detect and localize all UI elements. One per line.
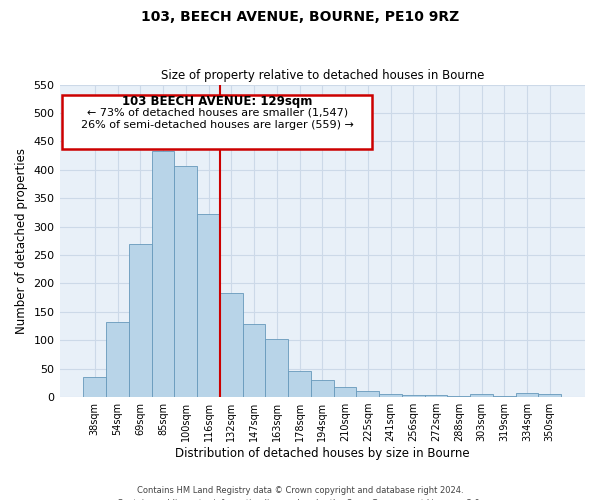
Text: 26% of semi-detached houses are larger (559) →: 26% of semi-detached houses are larger (… bbox=[81, 120, 353, 130]
Bar bbox=[197, 214, 220, 397]
Text: ← 73% of detached houses are smaller (1,547): ← 73% of detached houses are smaller (1,… bbox=[86, 108, 348, 118]
Y-axis label: Number of detached properties: Number of detached properties bbox=[15, 148, 28, 334]
Bar bbox=[334, 387, 356, 397]
Bar bbox=[288, 371, 311, 397]
Bar bbox=[129, 244, 152, 397]
Bar bbox=[265, 338, 288, 397]
Bar bbox=[448, 396, 470, 397]
Bar bbox=[220, 292, 242, 397]
Text: 103, BEECH AVENUE, BOURNE, PE10 9RZ: 103, BEECH AVENUE, BOURNE, PE10 9RZ bbox=[141, 10, 459, 24]
Bar bbox=[470, 394, 493, 397]
Bar bbox=[379, 394, 402, 397]
Text: Contains HM Land Registry data © Crown copyright and database right 2024.: Contains HM Land Registry data © Crown c… bbox=[137, 486, 463, 495]
Bar bbox=[242, 324, 265, 397]
Bar bbox=[493, 396, 515, 397]
Bar bbox=[538, 394, 561, 397]
Bar bbox=[515, 393, 538, 397]
Text: Contains public sector information licensed under the Open Government Licence v3: Contains public sector information licen… bbox=[118, 498, 482, 500]
Bar bbox=[152, 151, 175, 397]
Bar bbox=[175, 166, 197, 397]
Bar bbox=[311, 380, 334, 397]
FancyBboxPatch shape bbox=[62, 96, 372, 148]
Bar bbox=[356, 392, 379, 397]
Bar bbox=[83, 377, 106, 397]
Title: Size of property relative to detached houses in Bourne: Size of property relative to detached ho… bbox=[161, 69, 484, 82]
Bar bbox=[425, 396, 448, 397]
Text: 103 BEECH AVENUE: 129sqm: 103 BEECH AVENUE: 129sqm bbox=[122, 96, 313, 108]
Bar bbox=[106, 322, 129, 397]
X-axis label: Distribution of detached houses by size in Bourne: Distribution of detached houses by size … bbox=[175, 447, 470, 460]
Bar bbox=[402, 395, 425, 397]
